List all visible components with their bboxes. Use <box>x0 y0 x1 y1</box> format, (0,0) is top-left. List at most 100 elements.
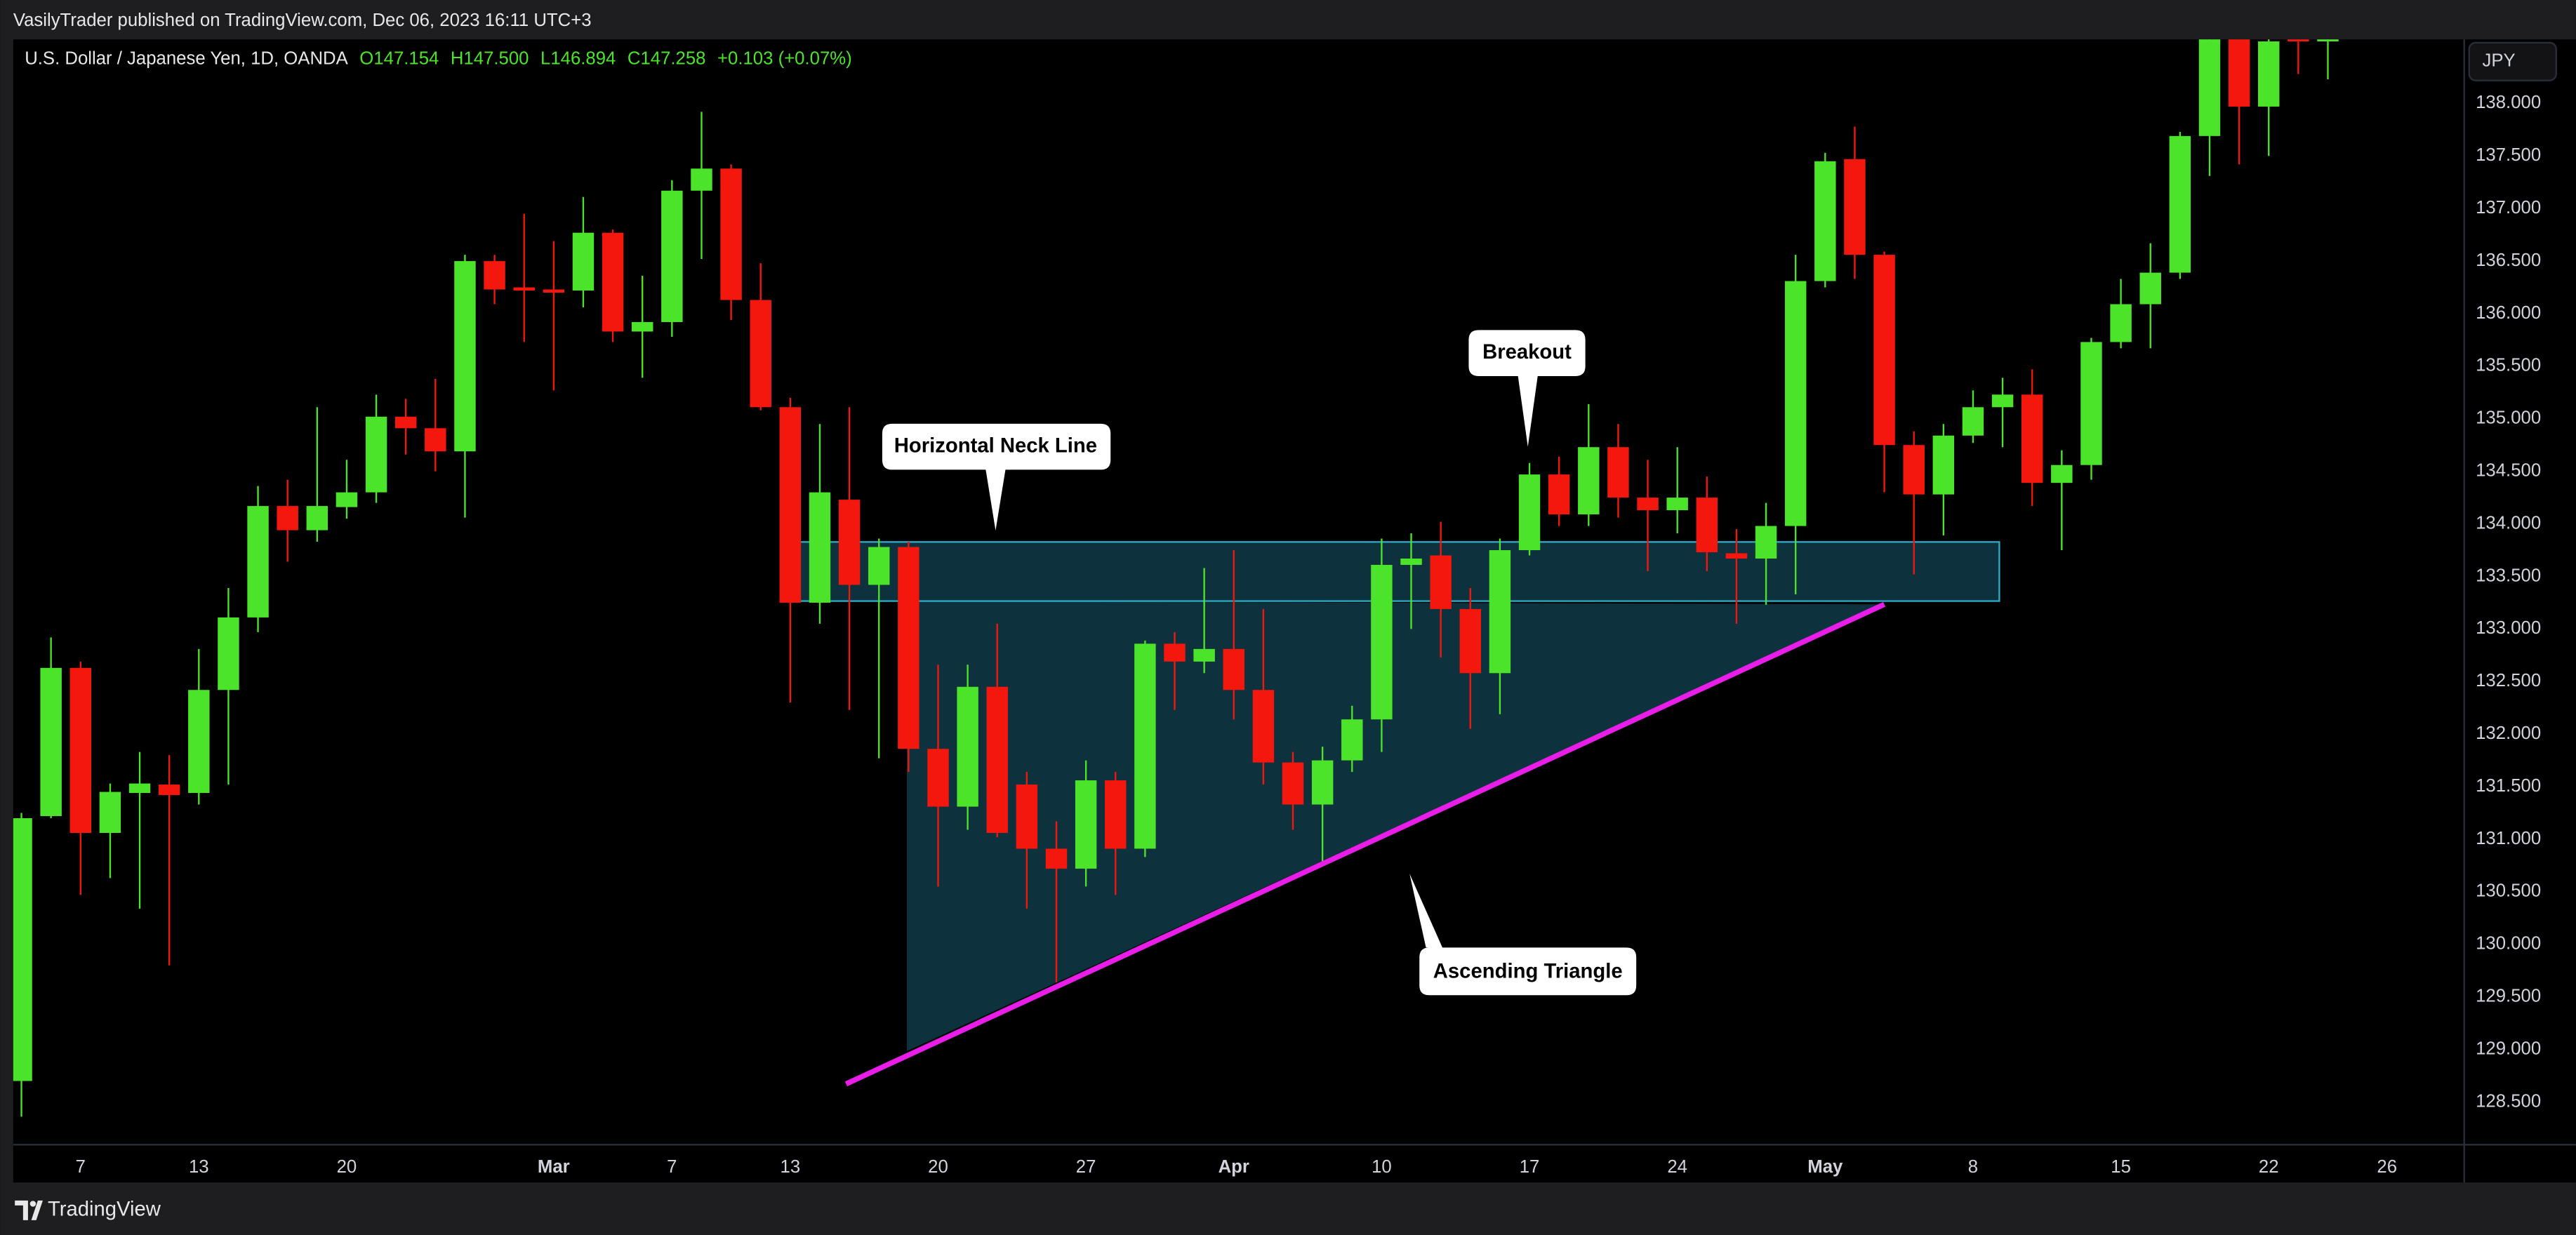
x-tick-label: May <box>1807 1157 1843 1177</box>
candle-body <box>188 690 210 794</box>
x-tick-label: 10 <box>1372 1157 1392 1177</box>
candle-body <box>2258 41 2280 107</box>
candle-body <box>1814 161 1836 281</box>
candle-body <box>1607 447 1629 498</box>
candle-body <box>247 506 269 618</box>
candle-body <box>1252 690 1275 763</box>
candle-body <box>1430 555 1452 609</box>
candle-body <box>572 232 595 291</box>
footer-logo <box>15 1200 43 1220</box>
neck-zone <box>799 541 2000 602</box>
callout-shape <box>1409 874 1637 996</box>
candle-body <box>40 667 62 817</box>
candle-body <box>13 818 32 1081</box>
callout-text: Ascending Triangle <box>1433 960 1623 982</box>
candle-body <box>1193 648 1215 662</box>
candle-body <box>1134 643 1156 849</box>
publisher: VasilyTrader published on TradingView.co… <box>13 11 592 30</box>
x-tick-label: Mar <box>538 1157 570 1177</box>
y-tick-label: 134.000 <box>2476 513 2541 533</box>
candle-body <box>365 416 387 493</box>
y-tick-label: 133.500 <box>2476 566 2541 585</box>
candle-body <box>1725 553 1748 559</box>
y-tick-label: 129.500 <box>2476 986 2541 1006</box>
logo-dot <box>29 1201 36 1207</box>
candle-body <box>543 289 565 293</box>
x-tick-label: 26 <box>2377 1157 2397 1177</box>
legend-close: C147.258 <box>628 48 706 68</box>
y-tick-label: 136.000 <box>2476 303 2541 323</box>
candle-body <box>128 783 151 794</box>
candles <box>13 39 2339 1117</box>
candle-body <box>1932 435 1955 495</box>
candle-body <box>394 416 417 429</box>
candle-body <box>2198 39 2221 136</box>
candle-body <box>1045 848 1068 869</box>
candle-body <box>1784 281 1807 526</box>
candle-body <box>1578 447 1600 515</box>
candle-body <box>99 792 121 833</box>
x-tick-label: 8 <box>1968 1157 1978 1177</box>
candle-body <box>750 300 771 408</box>
callout-breakout: Breakout <box>1468 330 1586 447</box>
callout-neck: Horizontal Neck Line <box>882 423 1111 530</box>
x-tick-label: 27 <box>1076 1157 1096 1177</box>
candle-body <box>2169 135 2191 273</box>
footer-brand: TradingView <box>48 1199 161 1221</box>
y-tick-label: 131.500 <box>2476 776 2541 796</box>
currency-box[interactable] <box>2468 41 2557 81</box>
y-tick-label: 132.000 <box>2476 723 2541 743</box>
currency: JPY <box>2482 51 2515 71</box>
candle-body <box>1282 762 1304 805</box>
x-tick-label: 22 <box>2259 1157 2279 1177</box>
legend-high: H147.500 <box>451 48 529 68</box>
y-tick-label: 137.000 <box>2476 198 2541 218</box>
x-tick-label: 7 <box>667 1157 677 1177</box>
candle-body <box>1105 780 1127 849</box>
candle-body <box>484 261 505 290</box>
candle-body <box>1459 608 1481 674</box>
y-tick-label: 129.000 <box>2476 1039 2541 1058</box>
candle-body <box>1548 474 1570 515</box>
candle-body <box>2080 342 2102 465</box>
candle-body <box>986 686 1008 833</box>
candle-body <box>158 785 180 796</box>
callout-text: Breakout <box>1482 341 1572 363</box>
candle-body <box>2110 304 2132 342</box>
candle-body <box>277 506 298 530</box>
candle-body <box>1873 255 1895 446</box>
logo-mark <box>15 1200 43 1220</box>
candle-body <box>720 168 742 300</box>
candle-body <box>691 168 712 191</box>
y-tick-label: 133.000 <box>2476 618 2541 638</box>
candle-body <box>1696 498 1718 553</box>
candle-body <box>1371 565 1393 720</box>
candle-body <box>868 547 890 585</box>
y-tick-label: 138.000 <box>2476 93 2541 112</box>
callout-triangle: Ascending Triangle <box>1409 874 1637 996</box>
callout-shape <box>1468 330 1586 447</box>
x-tick-label: 20 <box>337 1157 357 1177</box>
x-tick-label: 13 <box>781 1157 801 1177</box>
candle-body <box>1637 498 1659 511</box>
x-tick-label: 17 <box>1520 1157 1540 1177</box>
candle-body <box>1311 760 1334 805</box>
candle-body <box>425 428 446 452</box>
candle-body <box>1991 394 2014 408</box>
legend: U.S. Dollar / Japanese Yen, 1D, OANDA O1… <box>25 48 852 68</box>
y-tick-label: 130.000 <box>2476 934 2541 954</box>
x-tick-label: 24 <box>1667 1157 1687 1177</box>
candle-body <box>2228 39 2250 107</box>
y-tick-label: 131.000 <box>2476 829 2541 848</box>
candle-body <box>2021 394 2043 483</box>
candle-body <box>809 492 831 603</box>
candle-body <box>2288 39 2309 42</box>
ascending-line <box>844 601 1886 1087</box>
legend-low: L146.894 <box>540 48 616 68</box>
candle-body <box>454 261 476 452</box>
candle-body <box>2317 39 2339 42</box>
candle-body <box>1164 643 1186 662</box>
callout-shape <box>882 423 1111 530</box>
candle-body <box>1903 445 1925 495</box>
